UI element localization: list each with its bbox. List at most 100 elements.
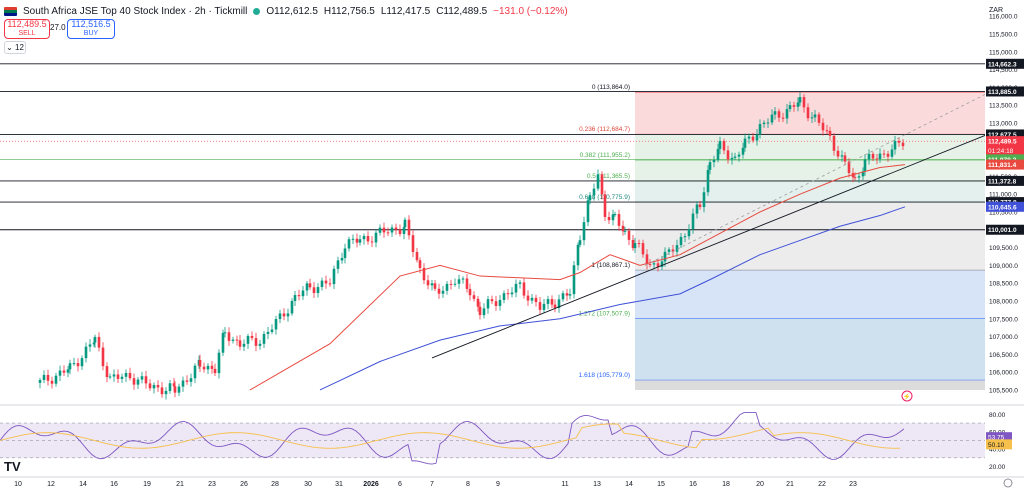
fib-zone-below — [635, 380, 985, 390]
time-axis-label: 2026 — [363, 481, 379, 488]
fib-label-f236: 0.236 (112,684.7) — [579, 126, 630, 133]
candle — [181, 380, 185, 387]
time-axis-label: 10 — [14, 481, 22, 488]
fib-label-f1618: 1.618 (105,779.0) — [579, 372, 630, 379]
candle — [148, 383, 152, 389]
candle — [494, 301, 498, 306]
candle — [565, 293, 569, 296]
currency-label: ZAR — [989, 7, 1003, 14]
candle — [542, 303, 546, 310]
time-axis-label: 31 — [335, 481, 343, 488]
candle — [290, 300, 294, 314]
time-axis-label: 9 — [496, 481, 500, 488]
candle — [449, 283, 453, 285]
candle — [324, 280, 328, 284]
candle — [160, 387, 164, 395]
tradingview-logo[interactable]: TV — [4, 459, 21, 474]
candle — [366, 235, 370, 242]
candle — [258, 343, 262, 346]
candle — [671, 249, 675, 252]
candle — [777, 111, 781, 118]
candle — [426, 280, 430, 286]
price-axis-label: 106,500.0 — [989, 352, 1018, 359]
candle — [568, 294, 572, 296]
candle — [506, 293, 510, 295]
candle — [407, 219, 411, 236]
price-tag-111372-bg — [986, 175, 1024, 186]
candle — [278, 313, 282, 320]
price-axis-label: 110,500.0 — [989, 209, 1018, 216]
symbol-title[interactable]: South Africa JSE Top 40 Stock Index · 2h… — [23, 5, 248, 17]
price-axis-label: 114,500.0 — [989, 67, 1018, 74]
candle — [66, 369, 70, 373]
candle — [490, 299, 494, 302]
candle — [781, 117, 785, 119]
time-axis-label: 8 — [466, 481, 470, 488]
indicators-collapse-button[interactable]: ⌄ 12 — [4, 41, 26, 54]
candle — [718, 141, 722, 149]
candle — [861, 171, 865, 177]
candle — [189, 378, 193, 382]
candle — [430, 283, 434, 286]
candle — [592, 188, 596, 196]
candle — [88, 344, 92, 347]
candle — [695, 204, 699, 214]
price-axis-label: 111,000.0 — [989, 192, 1017, 199]
candle — [390, 227, 394, 233]
candle — [50, 380, 54, 384]
candle — [762, 122, 766, 125]
candle — [730, 157, 734, 160]
candle — [402, 227, 406, 234]
candle — [382, 227, 386, 233]
candle — [572, 265, 576, 295]
candle — [522, 282, 526, 296]
price-axis-label: 105,500.0 — [989, 387, 1018, 394]
candle — [206, 365, 210, 370]
candle — [698, 204, 702, 208]
price-axis-label: 108,500.0 — [989, 281, 1018, 288]
price-axis-background[interactable] — [985, 0, 1024, 489]
candle — [737, 154, 741, 157]
candle — [210, 365, 214, 369]
candle — [518, 282, 522, 284]
time-axis-label: 23 — [849, 481, 857, 488]
symbol-header[interactable]: South Africa JSE Top 40 Stock Index · 2h… — [4, 4, 568, 18]
moving-average-red — [249, 164, 906, 391]
rsi-ma-value-tag: 50.10 — [988, 442, 1005, 449]
fib-zone-1-1272 — [635, 270, 985, 319]
candle — [758, 124, 762, 135]
candle — [340, 257, 344, 261]
candle — [702, 192, 706, 208]
candle — [621, 225, 625, 232]
price-axis-label: 107,500.0 — [989, 316, 1018, 323]
candle — [825, 130, 829, 132]
candle — [755, 134, 759, 141]
indicators-count: 12 — [15, 43, 24, 52]
fib-zone-236-5 — [635, 134, 985, 182]
candle — [213, 368, 217, 374]
candle — [465, 278, 469, 289]
last-price-tag: 112,489.5 — [988, 139, 1017, 146]
candle — [687, 229, 691, 237]
lightning-alert-icon[interactable] — [901, 390, 913, 402]
settings-gear-icon[interactable] — [1003, 478, 1013, 488]
sell-button[interactable]: 112,489.5 SELL — [4, 19, 50, 39]
candle — [168, 383, 172, 391]
time-axis-label: 12 — [47, 481, 55, 488]
candle — [561, 293, 565, 300]
time-axis-label: 14 — [79, 481, 87, 488]
trendline[interactable] — [431, 135, 986, 359]
candle — [708, 162, 712, 170]
rsi-axis-label: 80.00 — [989, 412, 1006, 419]
candle — [301, 290, 305, 297]
candle — [550, 299, 554, 305]
candle — [828, 130, 832, 136]
ohlc-open: O112,612.5 — [266, 5, 318, 17]
buy-label: BUY — [83, 30, 99, 37]
candle — [770, 114, 774, 123]
candle — [706, 169, 710, 193]
candle — [351, 238, 355, 240]
buy-button[interactable]: 112,516.5 BUY — [67, 19, 115, 39]
